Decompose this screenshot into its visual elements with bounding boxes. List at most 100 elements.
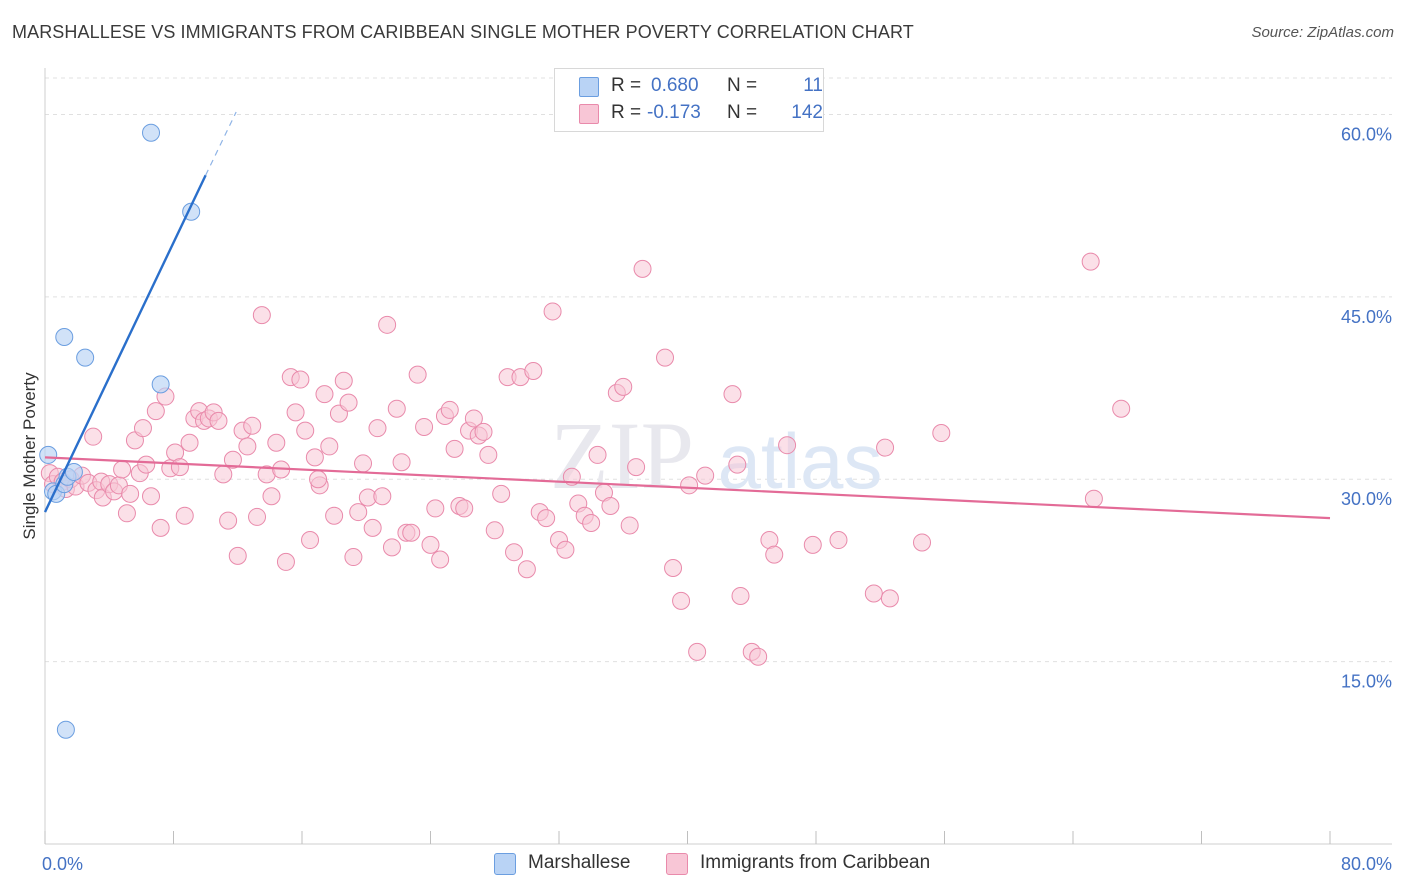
caribbean-point <box>1081 252 1100 271</box>
caribbean-point <box>387 399 406 418</box>
source-label: Source: ZipAtlas.com <box>1251 24 1394 41</box>
marshallese-point <box>142 123 161 142</box>
caribbean-point <box>1112 399 1131 418</box>
caribbean-point <box>378 315 397 334</box>
caribbean-point <box>932 424 951 443</box>
caribbean-point <box>582 514 601 533</box>
series-caribbean-points <box>40 252 1131 666</box>
caribbean-point <box>445 439 464 458</box>
grid-layer <box>45 77 1392 663</box>
caribbean-point <box>517 560 536 579</box>
caribbean-point <box>485 521 504 540</box>
caribbean-point <box>537 509 556 528</box>
caribbean-point <box>778 436 797 455</box>
legend-n-label: N = <box>727 75 758 96</box>
caribbean-point <box>180 433 199 452</box>
legend-r-value: 0.680 <box>651 75 699 96</box>
marshallese-point <box>39 445 58 464</box>
caribbean-point <box>688 642 707 661</box>
caribbean-point <box>680 476 699 495</box>
caribbean-point <box>431 550 450 569</box>
caribbean-point <box>146 402 165 421</box>
bottom-legend-swatch-caribbean <box>666 853 688 875</box>
caribbean-point <box>214 465 233 484</box>
caribbean-point <box>601 496 620 515</box>
caribbean-point <box>315 385 334 404</box>
caribbean-point <box>913 533 932 552</box>
bottom-legend-label-marshallese: Marshallese <box>528 852 631 873</box>
caribbean-point <box>344 548 363 567</box>
caribbean-point <box>291 370 310 389</box>
caribbean-point <box>228 546 247 565</box>
caribbean-point <box>305 448 324 467</box>
caribbean-point <box>248 507 267 526</box>
caribbean-point <box>749 647 768 666</box>
caribbean-point <box>723 385 742 404</box>
caribbean-point <box>286 403 305 422</box>
caribbean-point <box>505 543 524 562</box>
legend-swatch-caribbean <box>579 104 599 124</box>
marshallese-point <box>56 720 75 739</box>
legend-swatch-marshallese <box>579 77 599 97</box>
caribbean-point <box>137 455 156 474</box>
caribbean-point <box>656 348 675 367</box>
caribbean-point <box>765 545 784 564</box>
caribbean-point <box>620 516 639 535</box>
caribbean-point <box>267 433 286 452</box>
watermark-zip: ZIP <box>550 402 694 509</box>
caribbean-point <box>84 427 103 446</box>
caribbean-point <box>627 458 646 477</box>
y-axis-label: Single Mother Poverty <box>20 372 39 540</box>
legend-r-label: R = <box>611 102 642 123</box>
caribbean-point <box>492 484 511 503</box>
caribbean-point <box>223 450 242 469</box>
caribbean-point <box>142 487 161 506</box>
trend-lines <box>43 111 1331 520</box>
caribbean-point <box>672 591 691 610</box>
caribbean-point <box>296 421 315 440</box>
bottom-legend-label-caribbean: Immigrants from Caribbean <box>700 852 931 873</box>
marshallese-point <box>55 327 74 346</box>
caribbean-point <box>440 400 459 419</box>
y-tick-label: 30.0% <box>1341 489 1392 509</box>
caribbean-point <box>455 499 474 518</box>
caribbean-point <box>479 445 498 464</box>
y-tick-label: 45.0% <box>1341 307 1392 327</box>
caribbean-point <box>209 411 228 430</box>
caribbean-point <box>170 458 189 477</box>
caribbean-point <box>309 470 328 489</box>
bottom-legend-swatch-marshallese <box>494 853 516 875</box>
caribbean-point <box>151 518 170 537</box>
marshallese-trend-line <box>43 174 207 513</box>
marshallese-point <box>151 375 170 394</box>
caribbean-point <box>334 371 353 390</box>
caribbean-point <box>731 586 750 605</box>
caribbean-point <box>803 535 822 554</box>
legend-n-value: 11 <box>803 75 823 96</box>
caribbean-point <box>262 487 281 506</box>
caribbean-point <box>556 540 575 559</box>
legend-n-value: 142 <box>791 102 823 123</box>
legend-r-value: -0.173 <box>647 102 701 123</box>
caribbean-point <box>121 484 140 503</box>
caribbean-point <box>354 454 373 473</box>
caribbean-point <box>238 437 257 456</box>
caribbean-point <box>524 362 543 381</box>
caribbean-point <box>325 506 344 525</box>
caribbean-point <box>633 259 652 278</box>
caribbean-point <box>408 365 427 384</box>
caribbean-point <box>373 487 392 506</box>
tick-labels: 15.0% 30.0% 45.0% 60.0% 0.0% 80.0% <box>42 124 1392 874</box>
caribbean-point <box>382 538 401 557</box>
caribbean-point <box>696 466 715 485</box>
caribbean-point <box>474 422 493 441</box>
caribbean-point <box>464 409 483 428</box>
caribbean-point <box>402 523 421 542</box>
caribbean-point <box>243 416 262 435</box>
caribbean-point <box>219 511 238 530</box>
caribbean-point <box>276 552 295 571</box>
caribbean-point <box>588 445 607 464</box>
caribbean-point <box>133 419 152 438</box>
caribbean-point <box>421 535 440 554</box>
